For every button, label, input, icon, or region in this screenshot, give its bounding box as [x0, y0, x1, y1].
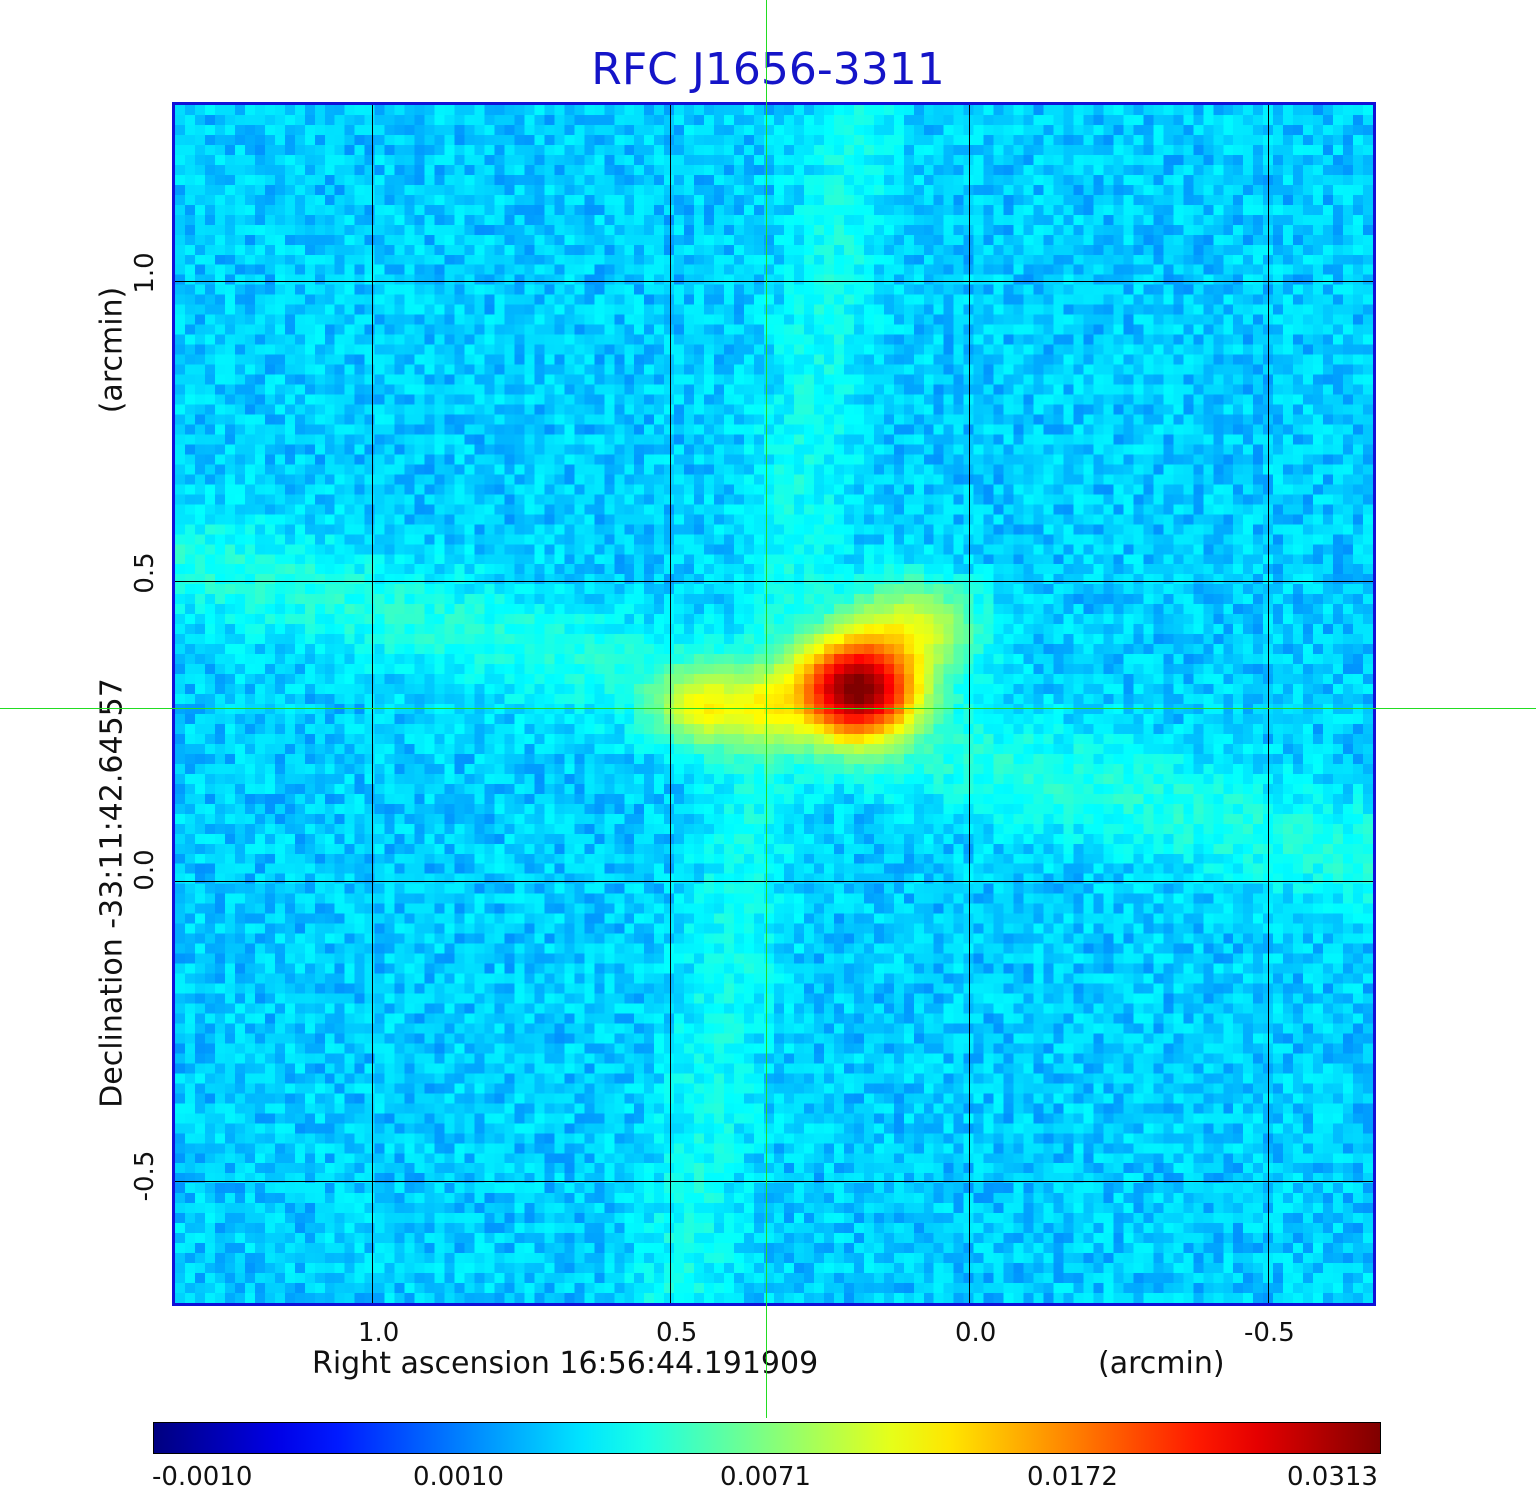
colorbar-tick-label: 0.0071: [720, 1462, 811, 1492]
grid-line-y-3: [175, 881, 1373, 882]
sky-image-frame[interactable]: [172, 102, 1376, 1306]
y-tick-label: -0.5: [130, 1150, 160, 1202]
grid-line-x-4: [1268, 105, 1269, 1303]
x-axis-unit: (arcmin): [1098, 1346, 1225, 1381]
grid-line-y-4: [175, 1181, 1373, 1182]
grid-line-y-1: [175, 281, 1373, 282]
grid-line-x-2: [670, 105, 671, 1303]
chart-title: RFC J1656-3311: [591, 44, 945, 95]
crosshair-horizontal: [0, 708, 1536, 709]
y-tick-label: 0.5: [130, 552, 160, 594]
grid-line-y-2: [175, 581, 1373, 582]
colorbar-tick-label: -0.0010: [152, 1462, 253, 1492]
x-axis-label: Right ascension 16:56:44.191909: [312, 1346, 819, 1381]
x-tick-label: 0.0: [955, 1318, 997, 1348]
x-tick-label: 1.0: [358, 1318, 400, 1348]
grid-line-x-1: [372, 105, 373, 1303]
colorbar-tick-label: 0.0172: [1027, 1462, 1118, 1492]
y-axis-label: Declination -33:11:42.64557: [94, 678, 130, 1108]
x-tick-label: 0.5: [656, 1318, 698, 1348]
y-tick-label: 1.0: [130, 252, 160, 294]
y-axis-unit: (arcmin): [94, 286, 130, 414]
colorbar-tick-label: 0.0010: [413, 1462, 504, 1492]
grid-line-x-3: [969, 105, 970, 1303]
x-tick-label: -0.5: [1244, 1318, 1295, 1348]
crosshair-vertical: [766, 0, 767, 1418]
colorbar: [153, 1422, 1381, 1454]
colorbar-tick-label: 0.0313: [1287, 1462, 1378, 1492]
sky-intensity-map[interactable]: [175, 105, 1373, 1303]
y-tick-label: 0.0: [130, 849, 160, 891]
